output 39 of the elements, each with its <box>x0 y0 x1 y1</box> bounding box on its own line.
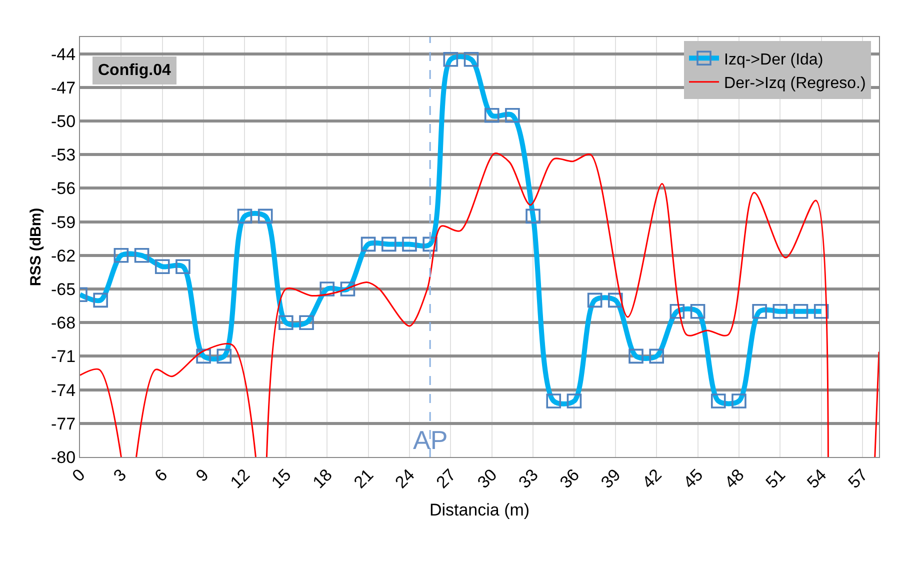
y-tick-label: -62 <box>51 246 76 266</box>
x-tick-label: 15 <box>268 465 295 492</box>
x-tick-label: 51 <box>762 465 789 492</box>
y-tick-label: -50 <box>51 112 76 131</box>
y-tick-label: -65 <box>51 280 76 299</box>
x-tick-label: 3 <box>110 465 130 486</box>
y-tick-label: -74 <box>51 380 76 400</box>
y-tick-label: -47 <box>51 78 76 98</box>
x-tick-label: 27 <box>432 465 460 492</box>
y-tick-label: -77 <box>51 414 76 434</box>
y-tick-label: -59 <box>51 212 76 232</box>
x-tick-label: 54 <box>803 465 830 492</box>
x-tick-label: 24 <box>392 465 418 492</box>
x-tick-label: 57 <box>844 465 872 492</box>
y-tick-label: -71 <box>51 347 76 366</box>
x-tick-label: 45 <box>680 465 707 492</box>
y-tick-label: -53 <box>51 146 76 165</box>
x-tick-label: 33 <box>515 465 542 492</box>
x-tick-label: 0 <box>68 465 89 486</box>
x-tick-label: 39 <box>597 465 624 492</box>
x-tick-label: 36 <box>556 465 584 492</box>
annotation: Config.04 <box>98 62 171 79</box>
y-tick-label: -68 <box>51 314 76 333</box>
x-tick-label: 48 <box>720 465 748 492</box>
x-axis-title: Distancia (m) <box>429 500 530 520</box>
x-tick-label: 42 <box>638 465 666 492</box>
y-tick-label: -44 <box>51 44 76 64</box>
x-tick-label: 21 <box>350 465 378 492</box>
x-tick-label: 18 <box>309 465 336 492</box>
legend-label: Der->Izq (Regreso.) <box>724 75 866 92</box>
x-tick-label: 30 <box>474 465 501 492</box>
y-tick-label: -56 <box>51 179 76 198</box>
legend-label: Izq->Der (Ida) <box>724 51 824 68</box>
ref-line-label: AP <box>413 425 448 455</box>
x-tick-label: 6 <box>151 465 172 486</box>
x-tick-label: 9 <box>192 465 212 486</box>
y-tick-label: -80 <box>51 448 76 467</box>
x-tick-label: 12 <box>226 465 254 492</box>
y-axis-title: RSS (dBm) <box>27 208 44 286</box>
